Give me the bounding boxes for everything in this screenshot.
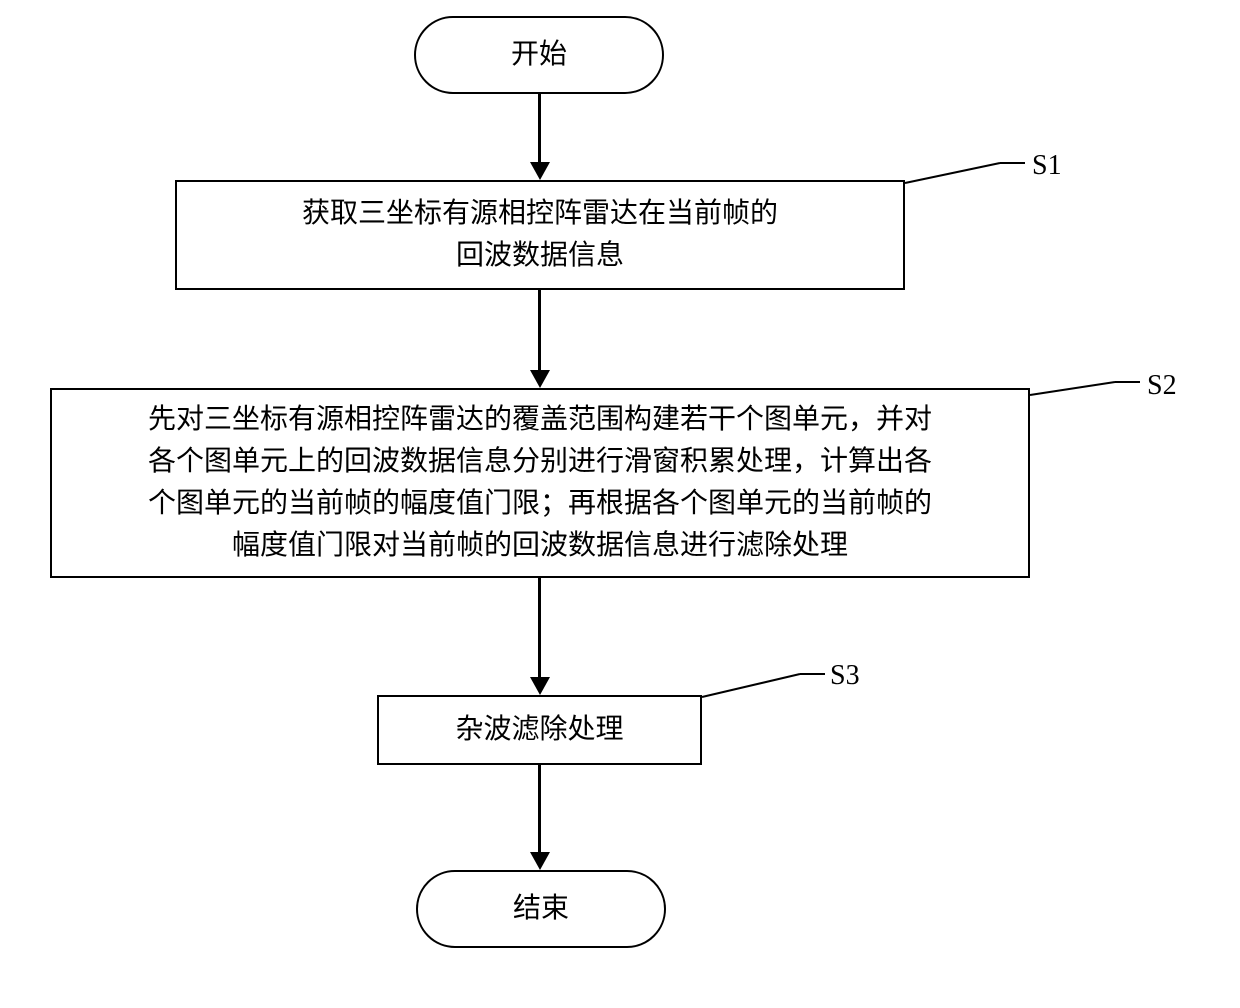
label-s2-text: S2 <box>1147 370 1177 401</box>
edge-start-s1 <box>538 94 541 164</box>
edge-s1-s2 <box>538 290 541 372</box>
start-label: 开始 <box>511 34 567 76</box>
process-s2: 先对三坐标有源相控阵雷达的覆盖范围构建若干个图单元，并对 各个图单元上的回波数据… <box>50 388 1030 578</box>
edge-s3-end-head <box>530 852 550 870</box>
s1-text: 获取三坐标有源相控阵雷达在当前帧的 回波数据信息 <box>302 193 778 277</box>
edge-s2-s3 <box>538 578 541 678</box>
process-s3: 杂波滤除处理 <box>377 695 702 765</box>
terminal-end: 结束 <box>416 870 666 948</box>
edge-s3-end <box>538 765 541 853</box>
flowchart-container: 开始 获取三坐标有源相控阵雷达在当前帧的 回波数据信息 S1 先对三坐标有源相控… <box>0 0 1240 1008</box>
terminal-start: 开始 <box>414 16 664 94</box>
edge-s1-s2-head <box>530 370 550 388</box>
edge-s2-s3-head <box>530 677 550 695</box>
label-s1-text: S1 <box>1032 150 1062 181</box>
label-s3-text: S3 <box>830 660 860 691</box>
process-s1: 获取三坐标有源相控阵雷达在当前帧的 回波数据信息 <box>175 180 905 290</box>
end-label: 结束 <box>513 888 569 930</box>
s2-text: 先对三坐标有源相控阵雷达的覆盖范围构建若干个图单元，并对 各个图单元上的回波数据… <box>148 399 932 567</box>
label-s2: S2 <box>1147 370 1177 402</box>
label-s3: S3 <box>830 660 860 692</box>
edge-start-s1-head <box>530 162 550 180</box>
label-s1: S1 <box>1032 150 1062 182</box>
s3-text: 杂波滤除处理 <box>455 709 623 751</box>
